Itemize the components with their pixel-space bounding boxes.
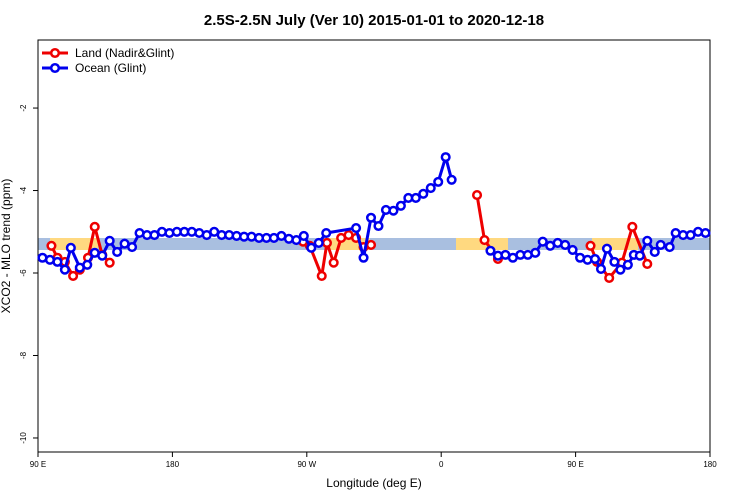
data-point — [642, 258, 653, 269]
data-point — [615, 264, 626, 275]
data-point — [655, 239, 666, 251]
x-tick-label: 180 — [166, 460, 180, 469]
data-point — [52, 256, 63, 267]
data-point — [567, 244, 578, 255]
data-point — [316, 270, 327, 281]
chart-title: 2.5S-2.5N July (Ver 10) 2015-01-01 to 20… — [204, 12, 544, 29]
land-strip — [592, 238, 638, 250]
data-point — [46, 240, 57, 251]
data-point — [440, 152, 451, 163]
data-point — [328, 257, 339, 268]
data-point — [395, 200, 406, 211]
data-point — [388, 205, 399, 216]
series — [37, 152, 711, 275]
data-point — [585, 240, 596, 251]
data-point — [433, 176, 444, 187]
data-point — [642, 235, 653, 246]
data-point — [627, 221, 638, 232]
data-point — [410, 192, 421, 204]
data-point — [306, 242, 317, 253]
data-point — [537, 236, 548, 247]
data-point — [365, 239, 377, 251]
data-point — [82, 259, 93, 270]
data-point — [634, 250, 645, 261]
data-point — [351, 223, 362, 234]
y-tick-label: -4 — [19, 186, 28, 194]
x-tick-label: 0 — [439, 460, 444, 469]
legend-label: Ocean (Glint) — [75, 61, 146, 75]
data-point — [649, 246, 660, 258]
data-point — [373, 220, 384, 232]
data-point — [479, 234, 490, 246]
y-tick-label: -6 — [19, 269, 28, 277]
data-point — [127, 241, 138, 253]
data-point — [446, 174, 457, 185]
x-tick-label: 90 E — [567, 460, 583, 469]
legend: Land (Nadir&Glint)Ocean (Glint) — [42, 46, 174, 75]
legend-marker — [49, 47, 61, 59]
legend-marker — [49, 62, 61, 74]
data-point — [59, 264, 70, 275]
x-tick-label: 90 E — [30, 460, 46, 469]
data-point — [589, 253, 601, 265]
data-point — [68, 270, 79, 281]
data-point — [595, 263, 607, 274]
data-point — [601, 243, 613, 254]
data-point — [89, 221, 100, 232]
data-point — [530, 247, 541, 258]
plot-frame — [37, 39, 711, 453]
y-tick-label: -8 — [19, 351, 28, 359]
y-axis-label: XCO2 - MLO trend (ppm) — [0, 179, 13, 314]
data-point — [425, 183, 436, 194]
legend-label: Land (Nadir&Glint) — [75, 46, 174, 60]
data-point — [313, 237, 324, 248]
data-point — [97, 250, 108, 261]
x-tick-label: 180 — [703, 460, 717, 469]
data-point — [471, 190, 483, 201]
data-point — [560, 239, 571, 251]
data-point — [604, 272, 615, 284]
data-point — [485, 245, 496, 256]
data-point — [664, 241, 675, 253]
data-point — [104, 257, 115, 268]
data-point — [321, 227, 332, 239]
data-point — [65, 242, 76, 253]
x-axis-label: Longitude (deg E) — [326, 476, 421, 490]
x-tick-label: 90 W — [297, 460, 316, 469]
data-point — [418, 188, 429, 199]
data-point — [358, 252, 369, 263]
data-point — [622, 259, 633, 270]
y-tick-label: -10 — [19, 432, 28, 444]
data-point — [609, 256, 620, 267]
data-point — [104, 235, 115, 246]
y-tick-label: -2 — [19, 104, 28, 112]
data-point — [700, 227, 711, 239]
data-point — [298, 230, 309, 241]
data-point — [365, 212, 377, 223]
data-point — [112, 246, 123, 258]
data-point — [291, 234, 302, 246]
data-point — [321, 237, 333, 248]
